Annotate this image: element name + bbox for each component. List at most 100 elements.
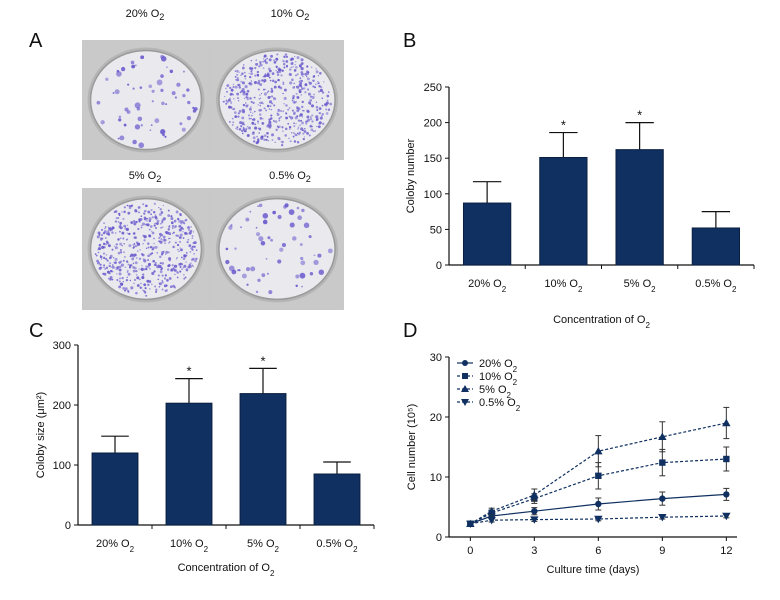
colony <box>159 208 162 211</box>
colony <box>283 62 286 66</box>
colony <box>179 240 182 243</box>
colony <box>139 86 143 89</box>
colony <box>147 254 150 258</box>
colony <box>164 242 166 244</box>
colony <box>186 240 189 244</box>
colony <box>303 222 310 229</box>
y-tick-label: 30 <box>430 352 442 364</box>
colony <box>255 290 259 294</box>
colony <box>131 64 136 69</box>
colony <box>301 109 304 112</box>
colony <box>272 96 275 99</box>
colony <box>241 121 245 125</box>
colony <box>241 72 244 75</box>
colony <box>266 72 270 76</box>
colony <box>133 222 137 226</box>
y-axis-title: Coloby number <box>405 138 417 213</box>
colony <box>124 266 127 269</box>
colony <box>161 226 164 228</box>
colony <box>188 265 192 269</box>
colony <box>191 237 194 239</box>
colony <box>126 238 129 240</box>
colony <box>276 73 280 77</box>
colony <box>140 55 145 60</box>
colony <box>228 120 231 123</box>
colony <box>238 71 240 73</box>
colony <box>322 122 325 125</box>
colony <box>154 214 157 216</box>
colony <box>122 286 126 290</box>
colony <box>151 230 153 232</box>
colony <box>136 284 140 287</box>
colony <box>257 205 259 207</box>
colony <box>118 230 121 233</box>
colony <box>225 87 227 90</box>
y-tick-label: 0 <box>436 532 442 544</box>
data-point <box>659 459 666 466</box>
colony <box>242 103 246 107</box>
colony <box>142 289 144 291</box>
colony <box>138 268 140 270</box>
colony <box>179 122 183 126</box>
colony <box>173 226 176 229</box>
colony <box>315 101 318 103</box>
colony <box>133 282 135 285</box>
colony <box>263 80 266 83</box>
colony <box>153 211 156 214</box>
colony <box>315 117 319 121</box>
colony <box>281 69 284 72</box>
colony <box>236 92 240 96</box>
colony <box>151 216 154 219</box>
colony <box>306 115 310 119</box>
colony <box>119 248 122 252</box>
colony <box>302 129 304 132</box>
colony <box>137 206 141 209</box>
colony <box>97 261 101 265</box>
colony <box>229 86 232 90</box>
legend-label: 20% O2 <box>479 358 518 374</box>
colony <box>103 222 105 224</box>
colony <box>233 111 237 114</box>
colony <box>191 264 194 266</box>
colony <box>259 97 262 100</box>
colony <box>134 209 137 212</box>
colony <box>187 238 190 241</box>
data-point <box>594 447 603 455</box>
colony <box>290 116 294 120</box>
colony <box>139 286 142 289</box>
colony <box>325 108 328 111</box>
colony <box>121 244 123 247</box>
colony <box>297 126 300 129</box>
colony <box>296 134 298 137</box>
colony <box>234 70 237 72</box>
colony <box>237 269 239 272</box>
colony <box>270 109 273 111</box>
colony <box>293 125 296 128</box>
colony <box>138 257 142 261</box>
colony <box>229 97 231 100</box>
colony <box>317 75 319 77</box>
colony <box>318 85 321 88</box>
colony <box>301 285 303 288</box>
colony <box>157 278 160 281</box>
colony <box>240 80 243 83</box>
colony <box>308 81 310 83</box>
colony <box>145 205 148 208</box>
colony <box>281 126 284 129</box>
colony <box>303 87 306 90</box>
x-tick-label: 20% O2 <box>96 538 135 554</box>
colony <box>155 290 158 293</box>
colony <box>282 110 285 113</box>
colony <box>168 237 170 240</box>
colony <box>159 270 163 274</box>
panel-letter-c: C <box>29 320 44 342</box>
colony <box>114 220 118 223</box>
panel-letter-d: D <box>403 320 418 342</box>
colony <box>274 120 278 124</box>
colony <box>318 82 320 84</box>
colony <box>168 277 172 280</box>
colony <box>114 89 120 95</box>
colony <box>261 79 264 82</box>
colony <box>255 59 258 62</box>
colony <box>127 211 131 215</box>
